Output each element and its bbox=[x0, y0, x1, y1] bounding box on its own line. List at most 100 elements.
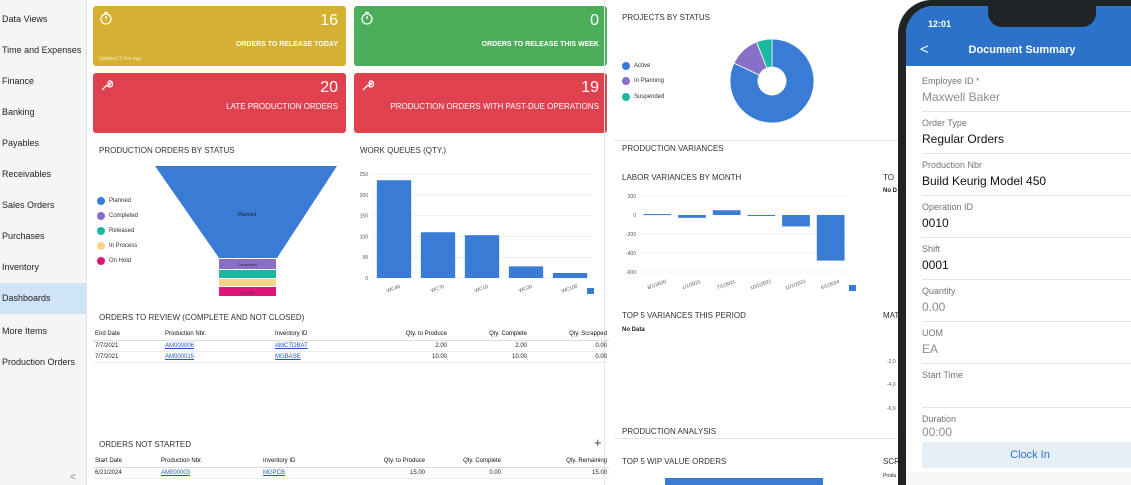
legend-swatch bbox=[622, 61, 630, 70]
y-tick-label: 250 bbox=[360, 172, 369, 178]
sidebar-item-finance[interactable]: Finance bbox=[2, 76, 35, 86]
sidebar-item-more-items[interactable]: More Items bbox=[2, 326, 48, 336]
col-header[interactable]: Production Nbr. bbox=[159, 455, 261, 468]
divider bbox=[604, 0, 605, 485]
col-header[interactable]: Start Date bbox=[93, 455, 159, 468]
col-header[interactable]: Qty. Scrapped bbox=[529, 328, 609, 341]
orders-not-started-table: Start Date Production Nbr. Inventory ID … bbox=[93, 455, 609, 479]
cell: 2.00 bbox=[449, 340, 529, 352]
bar bbox=[643, 214, 672, 216]
inventory-link[interactable]: MGPCB bbox=[263, 469, 286, 476]
x-tick-label: 1/1/2021 bbox=[681, 279, 702, 291]
col-header[interactable]: Qty. to Produce bbox=[363, 328, 449, 341]
field-value: Build Keurig Model 450 bbox=[922, 174, 1047, 188]
pie-slice bbox=[756, 38, 773, 69]
duration-field[interactable]: Duration 00:00 bbox=[922, 408, 1131, 439]
axis-tick: -2,0 bbox=[887, 359, 896, 365]
cell: 0.00 bbox=[427, 467, 503, 479]
col-header[interactable]: Production Nbr. bbox=[163, 328, 273, 341]
kpi-tile-orders-today[interactable]: 16 ORDERS TO RELEASE TODAY Updated 2 min… bbox=[93, 6, 346, 66]
cell: 6/21/2024 bbox=[93, 467, 159, 479]
clock-in-button[interactable]: Clock In bbox=[922, 442, 1131, 468]
table-row[interactable]: 7/7/2021 AM000015 MGBASE 10.00 10.00 0.0… bbox=[93, 351, 609, 363]
sidebar: Data Views Time and Expenses Finance Ban… bbox=[0, 0, 87, 485]
sidebar-item-inventory[interactable]: Inventory bbox=[2, 262, 40, 272]
cell: 15.00 bbox=[351, 467, 427, 479]
orders-review-table: End Date Production Nbr. Inventory ID Qt… bbox=[93, 328, 609, 363]
quantity-field[interactable]: Quantity 0.00 bbox=[922, 280, 1131, 322]
sidebar-item-receivables[interactable]: Receivables bbox=[2, 169, 52, 179]
sidebar-item-dashboards[interactable]: Dashboards bbox=[0, 283, 86, 314]
inventory-link[interactable]: AMCTOBAT bbox=[275, 342, 308, 349]
operation-id-field[interactable]: Operation ID 0010 bbox=[922, 196, 1131, 238]
legend-swatch bbox=[97, 256, 105, 265]
kpi-tile-past-due[interactable]: 19 PRODUCTION ORDERS WITH PAST-DUE OPERA… bbox=[354, 73, 607, 133]
stopwatch-icon bbox=[361, 11, 373, 25]
cell: AM000003 bbox=[159, 467, 261, 479]
updated-text: Updated 2 min ago bbox=[99, 56, 142, 62]
table-row[interactable]: 7/7/2021 AM000006 AMCTOBAT 2.00 2.00 0.0… bbox=[93, 340, 609, 352]
sidebar-item-banking[interactable]: Banking bbox=[2, 107, 35, 117]
sidebar-item-sales-orders[interactable]: Sales Orders bbox=[2, 200, 55, 210]
employee-field[interactable]: Employee ID * Maxwell Baker bbox=[922, 70, 1131, 112]
legend-label: In Process bbox=[109, 242, 138, 249]
funnel-segment-on-hold bbox=[219, 287, 276, 296]
funnel-chart: Planned Completed On Hold bbox=[155, 166, 337, 296]
y-tick-label: 50 bbox=[362, 255, 368, 261]
col-header[interactable]: Qty. Remaining bbox=[503, 455, 609, 468]
cell: MGBASE bbox=[273, 351, 363, 363]
table-row[interactable]: 6/21/2024 AM000003 MGPCB 15.00 0.00 15.0… bbox=[93, 467, 609, 479]
legend-label: On Hold bbox=[109, 257, 132, 264]
start-time-field[interactable]: Start Time bbox=[922, 364, 1131, 408]
shift-field[interactable]: Shift 0001 bbox=[922, 238, 1131, 280]
legend-item: In Process bbox=[97, 238, 138, 253]
x-tick-label: WC20 bbox=[518, 284, 533, 294]
kpi-value: 0 bbox=[590, 12, 599, 29]
cell: 2.00 bbox=[363, 340, 449, 352]
sidebar-item-payables[interactable]: Payables bbox=[2, 138, 40, 148]
phone-notch bbox=[988, 6, 1096, 27]
bar bbox=[712, 210, 741, 215]
sidebar-item-production-orders[interactable]: Production Orders bbox=[2, 357, 76, 367]
sidebar-item-purchases[interactable]: Purchases bbox=[2, 231, 45, 241]
bar bbox=[782, 215, 810, 227]
add-icon[interactable]: + bbox=[594, 435, 602, 450]
production-nbr-field[interactable]: Production Nbr Build Keurig Model 450 bbox=[922, 154, 1131, 196]
col-header[interactable]: Inventory ID bbox=[273, 328, 363, 341]
bar bbox=[678, 215, 706, 218]
widget-title: WORK QUEUES (QTY.) bbox=[360, 146, 447, 155]
kpi-tile-orders-week[interactable]: 0 ORDERS TO RELEASE THIS WEEK bbox=[354, 6, 607, 66]
collapse-sidebar-icon[interactable]: < bbox=[70, 472, 76, 483]
cell: 0.00 bbox=[529, 340, 609, 352]
back-icon[interactable]: < bbox=[920, 41, 929, 58]
sidebar-item-data-views[interactable]: Data Views bbox=[2, 14, 48, 24]
uom-field[interactable]: UOM EA bbox=[922, 322, 1131, 364]
bar bbox=[420, 232, 456, 278]
wip-bar bbox=[665, 478, 823, 485]
widget-title: TOP 5 WIP VALUE ORDERS bbox=[622, 457, 727, 466]
divider bbox=[614, 140, 904, 141]
col-header[interactable]: End Date bbox=[93, 328, 163, 341]
y-tick-label: 0 bbox=[633, 213, 636, 219]
col-header[interactable]: Qty. Complete bbox=[449, 328, 529, 341]
production-order-link[interactable]: AM000003 bbox=[161, 469, 191, 476]
axis-tick: -6,0 bbox=[887, 406, 896, 412]
sidebar-item-time-and-expenses[interactable]: Time and Expenses bbox=[2, 45, 82, 55]
production-order-link[interactable]: AM000015 bbox=[165, 353, 195, 360]
col-header[interactable]: Inventory ID bbox=[261, 455, 351, 468]
inventory-link[interactable]: MGBASE bbox=[275, 353, 301, 360]
phone-footer bbox=[906, 472, 1131, 485]
bar bbox=[376, 180, 412, 278]
legend-swatch bbox=[97, 211, 105, 220]
legend-item: On Hold bbox=[97, 253, 138, 268]
funnel-segment-completed bbox=[219, 259, 276, 269]
widget-title: MAT bbox=[883, 311, 900, 320]
y-tick-label: -600 bbox=[626, 270, 636, 276]
kpi-tile-late-orders[interactable]: 20 LATE PRODUCTION ORDERS bbox=[93, 73, 346, 133]
field-value: 0010 bbox=[922, 216, 949, 230]
production-order-link[interactable]: AM000006 bbox=[165, 342, 195, 349]
col-header[interactable]: Qty. to Produce bbox=[351, 455, 427, 468]
col-header[interactable]: Qty. Complete bbox=[427, 455, 503, 468]
order-type-field[interactable]: Order Type Regular Orders bbox=[922, 112, 1131, 154]
y-tick-label: 200 bbox=[360, 193, 369, 199]
